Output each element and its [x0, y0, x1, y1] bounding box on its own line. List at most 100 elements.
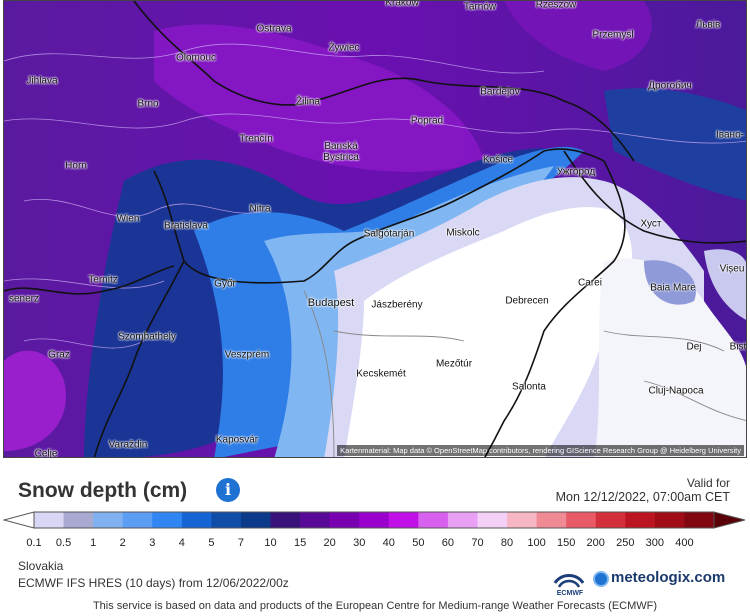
map-title: Snow depth (cm)	[18, 479, 188, 502]
snow-field-east-patch	[644, 260, 696, 305]
city-label-tarnow: Tarnów	[463, 1, 497, 13]
city-label-przemysl: Przemyśl	[592, 29, 634, 41]
legend-swatch	[181, 512, 212, 528]
city-label-kecskemet: Kecskemét	[356, 368, 406, 380]
city-label-krakow: Kraków	[385, 0, 419, 9]
legend-tick-label: 0.5	[55, 537, 72, 549]
city-label-graz: Graz	[48, 349, 70, 361]
legend-swatch	[566, 512, 597, 528]
snow-field-ne-lavender	[704, 249, 746, 320]
legend-swatch	[240, 512, 272, 528]
city-label-ostrava: Ostrava	[256, 23, 292, 35]
city-label-senerz: senerz	[8, 293, 40, 305]
legend-swatch	[418, 512, 449, 528]
legend-tick-label: 300	[645, 537, 665, 549]
city-label-baia-mare: Baia Mare	[650, 282, 696, 294]
city-label-kaposvar: Kaposvár	[215, 434, 259, 446]
valid-for-label: Valid for	[686, 476, 730, 490]
legend-tick-label: 3	[149, 537, 156, 549]
valid-time: Mon 12/12/2022, 07:00am CET	[555, 490, 730, 504]
ecmwf-logo-text: ECMWF	[556, 590, 584, 597]
legend-swatch	[270, 512, 301, 528]
map-attribution: Kartenmaterial: Map data © OpenStreetMap…	[337, 445, 744, 456]
legend-swatch	[34, 512, 65, 528]
city-label-varazdin: Varaždin	[108, 439, 148, 451]
legend-tick-label: 400	[675, 537, 694, 549]
city-label-brno: Brno	[137, 98, 159, 110]
city-label-bratislava: Bratislava	[164, 220, 208, 232]
info-icon[interactable]: i	[216, 478, 240, 502]
city-label-nitra: Nitra	[249, 203, 271, 215]
snow-field-magenta	[154, 24, 484, 172]
city-label-ternitz: Ternitz	[88, 274, 118, 286]
legend-swatch	[93, 512, 124, 528]
legend-swatch	[122, 512, 153, 528]
city-label-olomouc: Olomouc	[175, 52, 217, 64]
legend-arrow-high	[713, 511, 746, 529]
legend-swatch	[329, 512, 360, 528]
city-label-banska-bystrica: Banská Bystrica	[323, 141, 359, 163]
ecmwf-logo-icon[interactable]	[553, 569, 585, 591]
model-run-label: ECMWF IFS HRES (10 days) from 12/06/2022…	[18, 576, 289, 590]
legend-frame	[33, 511, 715, 529]
city-label-khust: Хуст	[640, 218, 662, 230]
city-label-salgotarjan: Salgótarján	[363, 228, 415, 240]
legend-swatch	[359, 512, 390, 528]
legend-swatch	[684, 512, 715, 528]
snow-depth-map	[4, 1, 746, 457]
city-label-miskolc: Miskolc	[446, 227, 480, 239]
city-label-bardejov: Bardejov	[480, 86, 520, 98]
city-label-carei: Carei	[578, 277, 602, 289]
meteologix-logo-text[interactable]: meteologix.com	[611, 569, 726, 586]
city-label-kosice: Košice	[482, 154, 514, 166]
city-label-zywiec: Żywiec	[328, 42, 360, 54]
city-label-gyor: Győr	[214, 278, 236, 290]
legend-arrow-low	[3, 511, 35, 529]
city-label-celje: Celje	[34, 448, 58, 458]
legend-swatch	[595, 512, 626, 528]
legend-tick-label: 1	[90, 537, 97, 549]
city-label-lviv: Львів	[695, 19, 721, 31]
region-label: Slovakia	[18, 559, 64, 573]
legend-tick-label: 5	[208, 537, 215, 549]
city-label-szombathely: Szombathely	[118, 331, 176, 343]
color-legend-bar	[3, 511, 746, 529]
city-label-viseu: Vișeu	[719, 263, 745, 275]
legend-tick-label: 20	[323, 537, 336, 549]
city-label-trencin: Trenčín	[239, 133, 273, 145]
city-label-dej: Dej	[686, 341, 702, 353]
legend-swatch	[300, 512, 331, 528]
legend-tick-label: 40	[382, 537, 395, 549]
city-label-ivano: Івано-	[716, 129, 744, 141]
legend-swatch	[388, 512, 419, 528]
country-borders	[4, 1, 746, 457]
legend-swatch	[507, 512, 538, 528]
footer-disclaimer: This service is based on data and produc…	[92, 600, 658, 612]
legend-swatch	[447, 512, 478, 528]
legend-tick-label: 30	[353, 537, 366, 549]
legend-swatch	[152, 512, 183, 528]
legend-tick-label: 100	[527, 537, 546, 549]
snow-field-magenta-3	[4, 350, 66, 451]
legend-tick-label: 60	[441, 537, 455, 549]
region-borders	[303, 290, 746, 457]
snow-field-east-blue	[604, 88, 746, 201]
city-label-debrecen: Debrecen	[505, 295, 549, 307]
meteologix-logo-icon[interactable]	[593, 571, 609, 587]
legend-tick-label: 2	[119, 537, 126, 549]
legend-swatch	[477, 512, 508, 528]
legend-swatch	[536, 512, 567, 528]
city-label-horn: Horn	[65, 160, 87, 172]
map[interactable]: Kraków Tarnów Rzeszów Ostrava Żywiec Prz…	[3, 0, 747, 458]
snow-free-area	[344, 207, 633, 457]
snow-field-magenta-2	[504, 1, 652, 71]
contour-lines	[4, 43, 746, 349]
legend-tick-label: 10	[264, 537, 277, 549]
legend-tick-label: 70	[471, 537, 484, 549]
city-label-budapest: Budapest	[307, 297, 355, 309]
legend-tick-label: 80	[500, 537, 514, 549]
city-label-wien: Wien	[116, 213, 140, 225]
city-label-veszprem: Veszprém	[224, 349, 270, 361]
legend-swatch	[63, 512, 94, 528]
city-label-cluj-napoca: Cluj-Napoca	[648, 385, 704, 397]
